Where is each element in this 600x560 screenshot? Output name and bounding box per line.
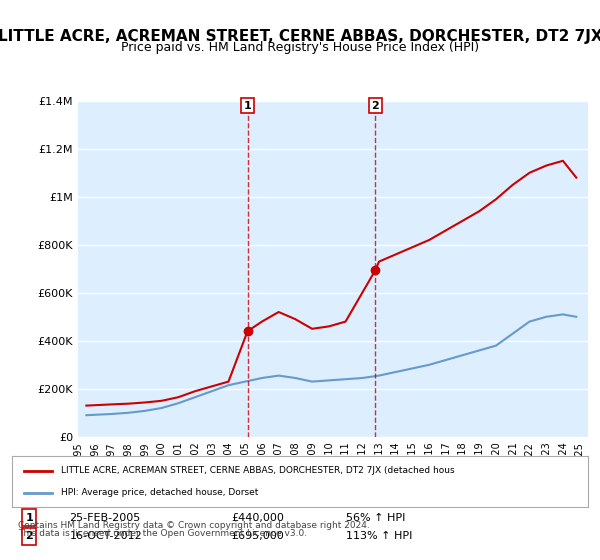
Text: 2: 2 <box>371 101 379 111</box>
Text: 113% ↑ HPI: 113% ↑ HPI <box>346 531 412 541</box>
Text: LITTLE ACRE, ACREMAN STREET, CERNE ABBAS, DORCHESTER, DT2 7JX (detached hous: LITTLE ACRE, ACREMAN STREET, CERNE ABBAS… <box>61 466 455 475</box>
Text: 25-FEB-2005: 25-FEB-2005 <box>70 512 141 522</box>
Text: 1: 1 <box>244 101 251 111</box>
Text: Contains HM Land Registry data © Crown copyright and database right 2024.: Contains HM Land Registry data © Crown c… <box>18 521 370 530</box>
Text: £695,000: £695,000 <box>231 531 284 541</box>
Text: £440,000: £440,000 <box>231 512 284 522</box>
Text: 56% ↑ HPI: 56% ↑ HPI <box>346 512 406 522</box>
Text: 16-OCT-2012: 16-OCT-2012 <box>70 531 142 541</box>
Text: HPI: Average price, detached house, Dorset: HPI: Average price, detached house, Dors… <box>61 488 259 497</box>
Text: 1: 1 <box>25 512 33 522</box>
Text: LITTLE ACRE, ACREMAN STREET, CERNE ABBAS, DORCHESTER, DT2 7JX: LITTLE ACRE, ACREMAN STREET, CERNE ABBAS… <box>0 29 600 44</box>
Text: Price paid vs. HM Land Registry's House Price Index (HPI): Price paid vs. HM Land Registry's House … <box>121 41 479 54</box>
Text: 2: 2 <box>25 531 33 541</box>
Text: This data is licensed under the Open Government Licence v3.0.: This data is licensed under the Open Gov… <box>18 530 307 539</box>
